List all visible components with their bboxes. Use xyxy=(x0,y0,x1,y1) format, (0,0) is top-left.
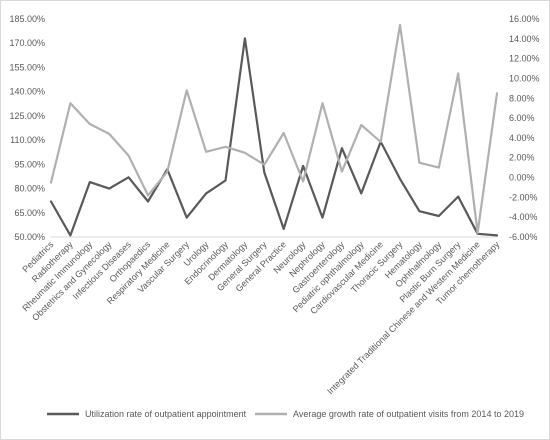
left-tick-label: 65.00% xyxy=(14,208,45,218)
left-axis: 50.00% 65.00% 80.00% 95.00% 110.00% 125.00% 14… xyxy=(9,14,45,242)
series-layer xyxy=(49,23,499,237)
left-tick-label: 50.00% xyxy=(14,232,45,242)
left-tick-label: 110.00% xyxy=(10,135,45,145)
left-tick-label: 140.00% xyxy=(9,87,45,97)
right-tick-label: 8.00% xyxy=(509,93,535,103)
series-line-growth xyxy=(49,23,499,235)
right-tick-label: 12.00% xyxy=(509,54,540,64)
right-tick-label: -2.00% xyxy=(509,192,538,202)
legend-label: Average growth rate of outpatient visits… xyxy=(293,409,524,419)
left-tick-label: 125.00% xyxy=(9,111,45,121)
right-tick-label: -6.00% xyxy=(509,232,538,242)
right-tick-label: 4.00% xyxy=(509,133,535,143)
left-tick-label: 170.00% xyxy=(9,38,45,48)
right-tick-label: 0.00% xyxy=(509,173,535,183)
left-tick-label: 155.00% xyxy=(9,62,45,72)
right-tick-label: 16.00% xyxy=(509,14,540,24)
left-tick-label: 80.00% xyxy=(14,184,45,194)
right-tick-label: 10.00% xyxy=(509,73,540,83)
left-tick-label: 185.00% xyxy=(9,14,45,24)
legend: Utilization rate of outpatient appointme… xyxy=(47,409,524,419)
right-tick-label: 6.00% xyxy=(509,113,535,123)
right-axis: -6.00% -4.00% -2.00% 0.00% 2.00% 4.00% 6.00% 8.… xyxy=(509,14,540,242)
right-tick-label: 14.00% xyxy=(509,34,540,44)
left-tick-label: 95.00% xyxy=(14,159,45,169)
right-tick-label: 2.00% xyxy=(509,153,535,163)
series-line-utilization xyxy=(49,37,499,237)
right-tick-label: -4.00% xyxy=(509,212,538,222)
legend-label: Utilization rate of outpatient appointme… xyxy=(85,409,247,419)
